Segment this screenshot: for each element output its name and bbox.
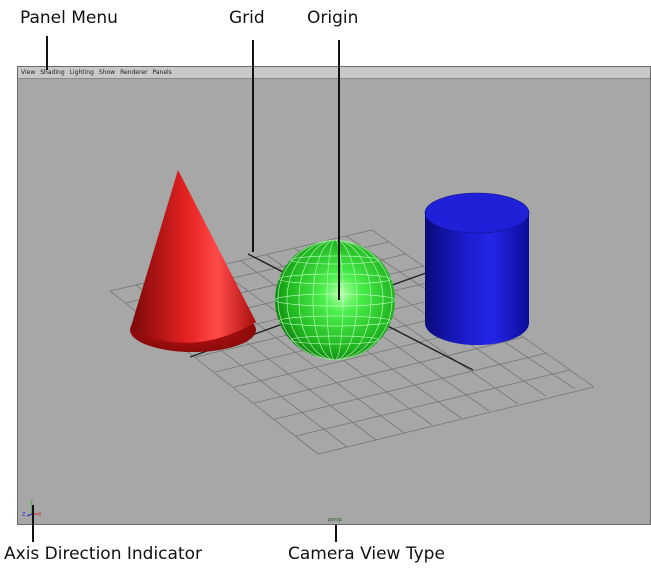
menu-lighting[interactable]: Lighting — [69, 69, 94, 76]
cylinder-object — [424, 192, 530, 345]
callout-axis-indicator: Axis Direction Indicator — [4, 544, 202, 564]
axis-z-label: Z — [22, 512, 26, 518]
callout-grid: Grid — [229, 8, 265, 28]
axis-y-label: Y — [29, 500, 34, 506]
axis-x-label: X — [38, 512, 42, 518]
menu-shading[interactable]: Shading — [40, 69, 65, 76]
cone-object — [130, 170, 256, 352]
menu-view[interactable]: View — [21, 69, 36, 76]
axis-direction-indicator: Y Z X — [22, 500, 42, 518]
callout-camera-view-type: Camera View Type — [288, 544, 445, 564]
scene-canvas[interactable]: Y Z X — [18, 67, 651, 525]
callout-origin: Origin — [307, 8, 359, 28]
viewport-panel[interactable]: View Shading Lighting Show Renderer Pane… — [17, 66, 651, 525]
panel-menu-bar: View Shading Lighting Show Renderer Pane… — [18, 67, 650, 79]
menu-show[interactable]: Show — [98, 69, 116, 76]
menu-renderer[interactable]: Renderer — [120, 69, 148, 76]
callout-panel-menu: Panel Menu — [20, 8, 118, 28]
camera-view-type-label: persp — [328, 517, 343, 523]
sphere-object — [275, 240, 395, 360]
menu-panels[interactable]: Panels — [152, 69, 172, 76]
